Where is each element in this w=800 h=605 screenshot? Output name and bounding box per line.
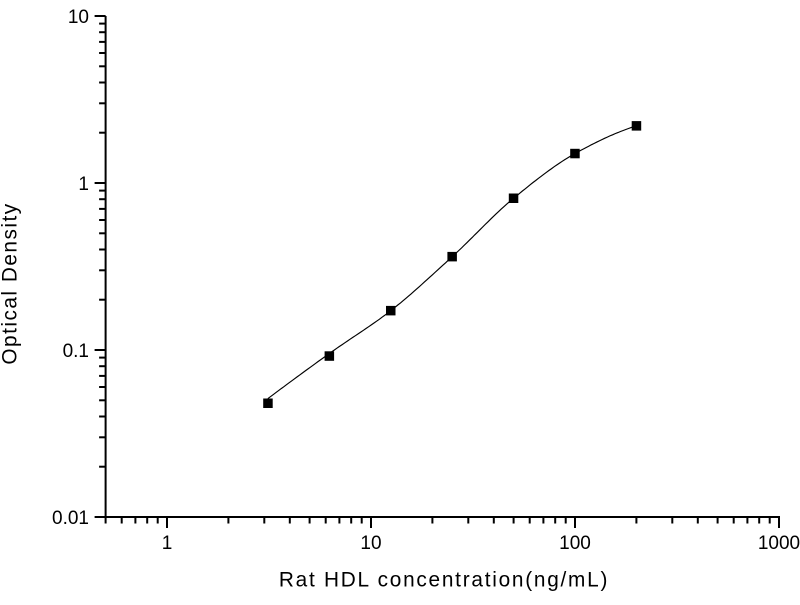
svg-text:10: 10	[68, 7, 89, 28]
svg-text:100: 100	[559, 533, 591, 554]
svg-text:1000: 1000	[758, 533, 800, 554]
svg-text:0.01: 0.01	[52, 508, 89, 529]
svg-text:Rat HDL concentration(ng/mL): Rat HDL concentration(ng/mL)	[279, 569, 609, 592]
svg-text:0.1: 0.1	[63, 341, 89, 362]
svg-text:Optical Density: Optical Density	[0, 202, 21, 364]
svg-text:1: 1	[78, 174, 89, 195]
svg-text:1: 1	[162, 533, 173, 554]
svg-text:10: 10	[360, 533, 381, 554]
